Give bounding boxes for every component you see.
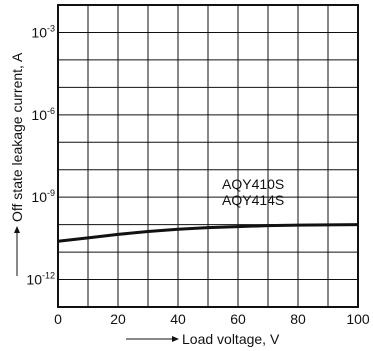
x-tick-label: 60 — [230, 311, 246, 327]
x-tick-label: 80 — [290, 311, 306, 327]
y-tick-label: 10-9 — [31, 188, 55, 205]
plot-frame — [57, 4, 359, 308]
y-tick-label: 10-6 — [31, 106, 55, 123]
series-lines — [57, 223, 359, 243]
x-tick-label: 40 — [170, 311, 186, 327]
x-tick-label: 0 — [54, 311, 62, 327]
y-tick-label: 10-12 — [26, 271, 55, 288]
x-label-arrowhead — [172, 336, 179, 342]
x-tick-label: 20 — [110, 311, 126, 327]
x-tick-label: 100 — [346, 311, 370, 327]
grid-lines — [58, 5, 358, 307]
x-tick-labels: 0 20 40 60 80 100 — [54, 311, 370, 327]
y-label-arrowhead — [14, 226, 20, 233]
annotation-aqy410s: AQY410S — [222, 176, 284, 192]
y-tick-labels: 10-3 10-6 10-9 10-12 — [26, 23, 55, 287]
y-axis-label: Off state leakage current, A — [9, 52, 25, 222]
x-axis-label: Load voltage, V — [182, 331, 280, 347]
series-line — [57, 223, 359, 243]
annotation-aqy414s: AQY414S — [222, 192, 284, 208]
y-tick-label: 10-3 — [31, 23, 55, 40]
